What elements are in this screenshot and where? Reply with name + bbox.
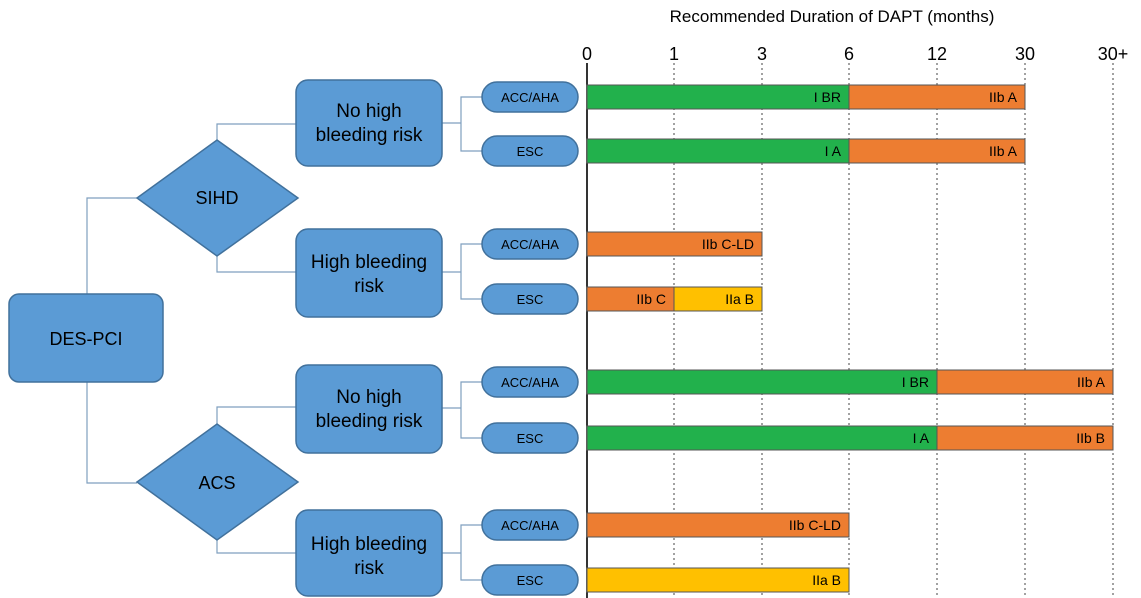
bar-segment-label: IIb C-LD — [789, 517, 841, 533]
node-acs-label: ACS — [198, 473, 235, 493]
tick-label: 6 — [844, 44, 854, 64]
group-label-line1: High bleeding — [311, 534, 427, 555]
connector-g1-guidelines — [442, 96, 482, 152]
bar-segment-label: IIb B — [1076, 430, 1105, 446]
duration-bars: I BR IIb A I A IIb A IIb C-LD IIb C IIa B I BR I… — [586, 84, 1114, 593]
bar-segment-label: I A — [913, 430, 930, 446]
bar-segment — [586, 567, 850, 593]
bar-segment-label: I BR — [814, 89, 841, 105]
group-label-line2: bleeding risk — [316, 411, 423, 432]
guideline-pill-esc: ESC — [481, 135, 579, 167]
bar-segment — [586, 138, 850, 164]
tick-label: 30+ — [1098, 44, 1129, 64]
tick-label: 3 — [757, 44, 767, 64]
guideline-pill-acc-aha: ACC/AHA — [481, 366, 579, 398]
node-sihd-no-high-bleeding-risk: No high bleeding risk — [295, 79, 443, 167]
bar-segment-label: IIa B — [812, 572, 841, 588]
connector-g2-guidelines — [442, 243, 482, 300]
connector-root-acs — [86, 382, 137, 484]
chart-title: Recommended Duration of DAPT (months) — [670, 7, 995, 26]
tick-label: 30 — [1015, 44, 1035, 64]
bar-segment-label: I A — [825, 143, 842, 159]
bar-segment-label: IIb A — [989, 89, 1018, 105]
bar-segment — [586, 369, 938, 395]
guideline-pill-acc-aha: ACC/AHA — [481, 228, 579, 260]
connector-g3-guidelines — [442, 381, 482, 439]
bar-segment — [586, 425, 938, 451]
node-des-pci: DES-PCI — [8, 293, 164, 383]
bar-segment-label: IIb C-LD — [702, 236, 754, 252]
bar-segment-label: IIb A — [1077, 374, 1106, 390]
guideline-pill-esc: ESC — [481, 422, 579, 454]
bar-segment — [586, 84, 850, 110]
node-acs-no-high-bleeding-risk: No high bleeding risk — [295, 364, 443, 454]
group-label-line2: risk — [354, 276, 384, 297]
bar-segment — [673, 286, 763, 312]
axis-tick-labels: 0 1 3 6 12 30 30+ — [582, 44, 1128, 64]
guideline-pill-label: ACC/AHA — [501, 90, 559, 105]
connector-g4-guidelines — [442, 524, 482, 581]
group-label-line1: High bleeding — [311, 252, 427, 273]
guideline-pill-acc-aha: ACC/AHA — [481, 81, 579, 113]
guideline-pill-label: ESC — [517, 292, 544, 307]
guideline-pill-label: ACC/AHA — [501, 518, 559, 533]
tick-label: 1 — [669, 44, 679, 64]
guideline-pill-label: ACC/AHA — [501, 237, 559, 252]
bar-segment — [586, 231, 763, 257]
guideline-pill-esc: ESC — [481, 283, 579, 315]
bar-segment — [848, 84, 1026, 110]
tick-label: 0 — [582, 44, 592, 64]
guideline-pill-label: ESC — [517, 573, 544, 588]
bar-segment — [848, 138, 1026, 164]
guideline-pill-esc: ESC — [481, 564, 579, 596]
guideline-pill-label: ESC — [517, 144, 544, 159]
group-label-line2: bleeding risk — [316, 125, 423, 146]
bar-segment-label: IIa B — [725, 291, 754, 307]
bar-segment-label: IIb A — [989, 143, 1018, 159]
bar-segment-label: I BR — [902, 374, 929, 390]
node-sihd-label: SIHD — [195, 188, 238, 208]
node-sihd: SIHD — [135, 139, 300, 257]
bar-segment — [936, 425, 1114, 451]
bar-segment — [936, 369, 1114, 395]
group-label-line1: No high — [336, 387, 402, 408]
connector-root-sihd — [86, 197, 137, 295]
node-acs: ACS — [135, 423, 300, 541]
guideline-pill-acc-aha: ACC/AHA — [481, 509, 579, 541]
tick-label: 12 — [927, 44, 947, 64]
node-sihd-high-bleeding-risk: High bleeding risk — [295, 228, 443, 318]
bar-segment — [586, 286, 675, 312]
group-label-line1: No high — [336, 101, 402, 122]
node-des-pci-label: DES-PCI — [49, 329, 122, 349]
guideline-pill-label: ESC — [517, 431, 544, 446]
group-label-line2: risk — [354, 558, 384, 579]
bar-segment — [586, 512, 850, 538]
guideline-pill-label: ACC/AHA — [501, 375, 559, 390]
bar-segment-label: IIb C — [636, 291, 666, 307]
node-acs-high-bleeding-risk: High bleeding risk — [295, 509, 443, 597]
